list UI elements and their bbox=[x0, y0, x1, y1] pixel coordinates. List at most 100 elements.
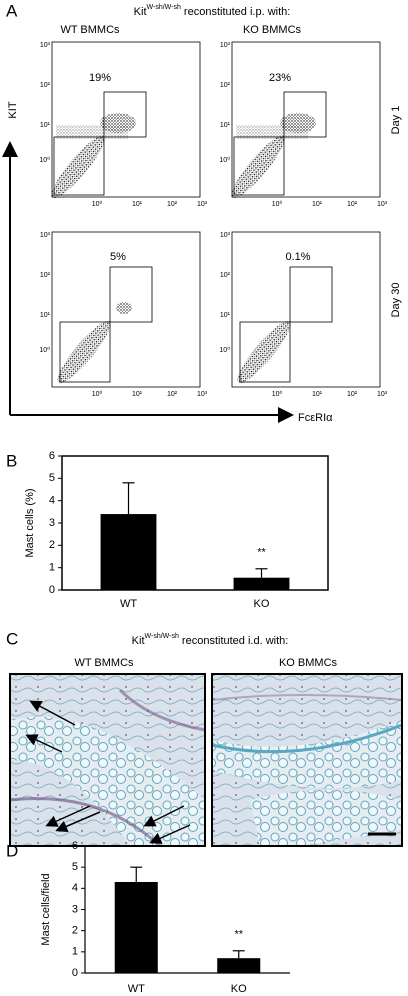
y-tick-label: 10¹ bbox=[40, 122, 51, 129]
histology-image bbox=[9, 673, 206, 848]
x-tick-label: 10² bbox=[347, 201, 358, 208]
y-tick-label: 6 bbox=[49, 450, 55, 462]
panel-title: KitW-sh/W-sh reconstituted i.p. with: bbox=[134, 4, 291, 18]
flow-plot: 10⁰ 10⁰ 10¹ 10¹ 10² 10² 10³ 10³ 19% bbox=[39, 41, 208, 208]
x-tick-label: KO bbox=[231, 983, 247, 995]
column-label: KO BMMCs bbox=[243, 24, 302, 36]
title-text: Kit bbox=[134, 6, 147, 18]
x-tick-label: KO bbox=[254, 598, 270, 610]
title-text: reconstituted i.p. with: bbox=[181, 6, 290, 18]
histology-image bbox=[211, 673, 403, 847]
axis-label: FcεRIα bbox=[298, 412, 333, 424]
gate-percent: 0.1% bbox=[285, 251, 310, 263]
x-tick-label: WT bbox=[120, 598, 137, 610]
gate bbox=[283, 91, 327, 138]
x-tick-label: 10⁰ bbox=[92, 390, 103, 398]
y-tick-label: 3 bbox=[72, 903, 78, 915]
bar bbox=[114, 881, 158, 973]
x-tick-label: 10¹ bbox=[132, 391, 143, 398]
cell-population bbox=[231, 135, 285, 199]
row-label: Day 30 bbox=[390, 283, 402, 318]
y-tick-label: 10⁰ bbox=[219, 156, 230, 164]
cell-population bbox=[57, 320, 111, 384]
y-tick-label: 10¹ bbox=[220, 122, 231, 129]
x-tick-label: 10⁰ bbox=[272, 200, 283, 208]
cell-population bbox=[116, 302, 132, 314]
y-tick-label: 10² bbox=[40, 82, 51, 89]
y-tick-label: 10² bbox=[220, 82, 231, 89]
x-tick-label: 10⁰ bbox=[92, 200, 103, 208]
title-superscript: W-sh/W-sh bbox=[145, 633, 179, 640]
gate bbox=[59, 321, 111, 383]
title-text: reconstituted i.d. with: bbox=[179, 635, 288, 647]
gate bbox=[239, 321, 291, 383]
row-label: Day 1 bbox=[390, 106, 402, 135]
flow-plots: 10⁰10⁰10¹10¹10²10²10³10³19%10⁰10⁰10¹10¹1… bbox=[39, 41, 388, 398]
y-tick-label: 10⁰ bbox=[39, 346, 50, 354]
y-tick-label: 10⁰ bbox=[219, 346, 230, 354]
x-tick-label: 10¹ bbox=[312, 201, 323, 208]
x-tick-label: 10³ bbox=[377, 201, 388, 208]
x-tick-label: 10³ bbox=[197, 391, 208, 398]
plot-frame bbox=[61, 455, 329, 591]
cell-population bbox=[237, 320, 291, 384]
x-tick-label: 10³ bbox=[197, 201, 208, 208]
y-tick-label: 2 bbox=[49, 539, 55, 551]
gate bbox=[103, 91, 147, 138]
y-axis-label: Mast cells (%) bbox=[24, 488, 36, 557]
panel-letter: C bbox=[6, 629, 18, 648]
x-tick-label: 10⁰ bbox=[272, 390, 283, 398]
bar bbox=[233, 577, 290, 590]
y-tick-label: 10² bbox=[220, 272, 231, 279]
gate-percent: 19% bbox=[89, 72, 111, 84]
y-tick-label: 0 bbox=[72, 967, 78, 979]
x-tick-label: WT bbox=[128, 983, 145, 995]
gate bbox=[53, 136, 105, 196]
bar bbox=[217, 958, 261, 973]
axis-label: KIT bbox=[7, 101, 19, 118]
significance: ** bbox=[257, 547, 266, 559]
x-tick-label: 10² bbox=[167, 391, 178, 398]
panel-title: KitW-sh/W-sh reconstituted i.d. with: bbox=[132, 633, 289, 647]
flow-plot: 10⁰ 10⁰ 10¹ 10¹ 10² 10² 10³ 10³ 23% bbox=[219, 41, 388, 208]
y-tick-label: 1 bbox=[49, 562, 55, 574]
gate bbox=[233, 136, 285, 196]
y-tick-label: 0 bbox=[49, 584, 55, 596]
column-label: WT BMMCs bbox=[74, 657, 134, 669]
cell-population bbox=[56, 125, 128, 139]
y-tick-label: 6 bbox=[72, 840, 78, 852]
title-superscript: W-sh/W-sh bbox=[147, 4, 181, 11]
x-tick-label: 10¹ bbox=[312, 391, 323, 398]
y-tick-label: 3 bbox=[49, 517, 55, 529]
panel-letter: B bbox=[6, 451, 17, 470]
cell-population bbox=[236, 125, 308, 139]
bar bbox=[100, 514, 157, 590]
y-tick-label: 5 bbox=[72, 861, 78, 873]
y-tick-label: 10² bbox=[40, 272, 51, 279]
y-tick-label: 10⁰ bbox=[39, 156, 50, 164]
column-label: KO BMMCs bbox=[279, 657, 338, 669]
y-tick-label: 4 bbox=[72, 882, 78, 894]
y-tick-label: 10³ bbox=[220, 42, 231, 49]
x-tick-label: 10² bbox=[167, 201, 178, 208]
y-tick-label: 10¹ bbox=[40, 312, 51, 319]
y-tick-label: 10¹ bbox=[220, 312, 231, 319]
x-tick-label: 10² bbox=[347, 391, 358, 398]
y-tick-label: 4 bbox=[49, 495, 55, 507]
gate-percent: 23% bbox=[269, 72, 291, 84]
y-tick-label: 10³ bbox=[40, 42, 51, 49]
y-tick-label: 1 bbox=[72, 946, 78, 958]
flow-plot: 10⁰ 10⁰ 10¹ 10¹ 10² 10² 10³ 10³ 0.1% bbox=[219, 231, 388, 398]
gate bbox=[109, 266, 153, 323]
cell-population bbox=[51, 135, 105, 199]
column-label: WT BMMCs bbox=[60, 24, 120, 36]
y-tick-label: 10³ bbox=[40, 232, 51, 239]
y-tick-label: 10³ bbox=[220, 232, 231, 239]
panel-letter: A bbox=[6, 1, 18, 20]
x-tick-label: 10³ bbox=[377, 391, 388, 398]
y-tick-label: 5 bbox=[49, 472, 55, 484]
y-tick-label: 2 bbox=[72, 925, 78, 937]
flow-plot: 10⁰ 10⁰ 10¹ 10¹ 10² 10² 10³ 10³ 5% bbox=[39, 231, 208, 398]
x-tick-label: 10¹ bbox=[132, 201, 143, 208]
title-text: Kit bbox=[132, 635, 145, 647]
